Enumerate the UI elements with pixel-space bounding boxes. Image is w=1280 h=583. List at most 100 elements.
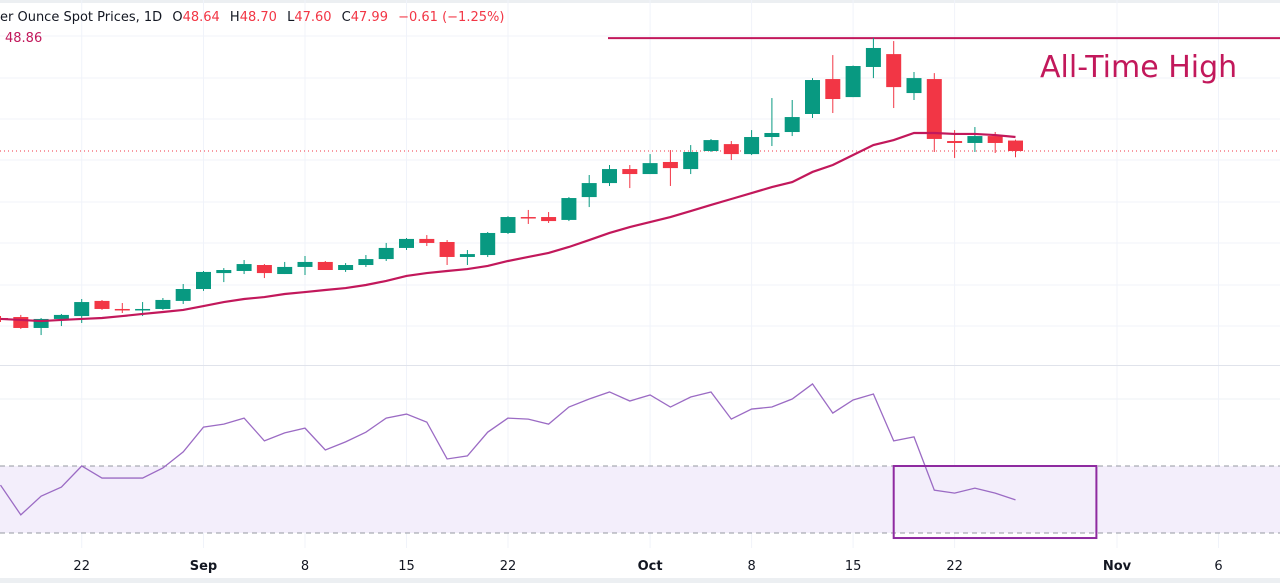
candle-body	[906, 78, 922, 94]
candle	[459, 250, 475, 266]
candle	[683, 145, 699, 175]
candle	[399, 237, 414, 251]
candle	[358, 255, 374, 267]
candle-body	[987, 136, 1003, 143]
x-tick-label: 6	[1214, 559, 1222, 574]
open-key: O	[172, 10, 183, 25]
candle-body	[1008, 140, 1023, 152]
candle	[622, 165, 638, 189]
oversold-highlight-box	[892, 465, 1098, 540]
candle-body	[480, 232, 496, 256]
candle	[926, 73, 942, 152]
candle-body	[256, 265, 272, 274]
candle	[825, 55, 841, 114]
candle	[561, 197, 577, 222]
candle-body	[805, 80, 820, 114]
candle-body	[378, 247, 394, 260]
candle-body	[358, 259, 374, 266]
candle-body	[967, 136, 983, 143]
candle-body	[74, 302, 90, 317]
low-value: 47.60	[294, 10, 332, 25]
candle-body	[94, 300, 110, 309]
candle-body	[581, 183, 597, 198]
candle-body	[744, 137, 760, 155]
candle	[662, 150, 678, 186]
x-tick-label: 22	[500, 559, 517, 574]
candle-body	[317, 261, 333, 271]
candle-body	[114, 308, 130, 311]
candle-body	[338, 265, 354, 271]
candle	[175, 284, 191, 304]
x-tick-label: Oct	[638, 559, 663, 574]
candle	[439, 240, 455, 266]
all-time-high-annotation: All-Time High	[1040, 50, 1238, 85]
high-key: H	[229, 10, 240, 25]
candle-body	[845, 66, 861, 98]
candle	[784, 99, 800, 137]
candle-body	[926, 79, 942, 139]
candle	[886, 41, 902, 109]
close-value: 47.99	[350, 10, 388, 25]
candle	[805, 78, 820, 119]
candle	[520, 209, 536, 224]
candle	[541, 212, 557, 223]
candle-body	[886, 54, 902, 88]
candle	[236, 260, 252, 275]
candle-body	[784, 117, 800, 133]
high-value: 48.70	[239, 10, 277, 25]
candle-body	[419, 238, 435, 243]
candle-body	[13, 317, 29, 328]
candle	[480, 232, 496, 257]
candle	[256, 264, 272, 279]
candle-body	[865, 47, 881, 67]
candle	[723, 141, 739, 161]
open-value: 48.64	[182, 10, 220, 25]
candle-body	[683, 151, 699, 170]
candle	[967, 127, 983, 152]
symbol-legend: er Ounce Spot Prices, 1D O48.64 H48.70 L…	[0, 10, 504, 25]
candle	[764, 98, 780, 147]
candle	[317, 260, 333, 271]
candle-body	[947, 141, 963, 143]
candle-body	[541, 217, 557, 222]
candle	[1008, 139, 1023, 158]
candle-body	[399, 238, 414, 248]
candle	[378, 242, 394, 261]
x-tick-label: 15	[398, 559, 415, 574]
candle-body	[764, 132, 780, 138]
candle	[906, 71, 922, 100]
candle-body	[703, 140, 719, 152]
oscillator-band	[0, 466, 1280, 533]
candle-body	[602, 169, 617, 184]
candle-body	[155, 299, 171, 309]
candle-body	[297, 261, 313, 267]
x-tick-label: 15	[845, 559, 862, 574]
candle	[500, 216, 516, 234]
candle	[216, 268, 232, 283]
symbol-title: er Ounce Spot Prices, 1D	[0, 10, 163, 25]
candle	[338, 263, 354, 272]
candle	[581, 175, 597, 208]
change-value: −0.61 (−1.25%)	[398, 10, 505, 25]
candle-body	[33, 318, 49, 328]
candle	[297, 255, 313, 275]
candle	[196, 270, 211, 291]
candle-body	[561, 198, 577, 220]
candle-body	[622, 169, 638, 175]
candle-body	[216, 270, 232, 274]
candle	[703, 138, 719, 152]
candle-body	[825, 79, 841, 100]
candle	[642, 154, 658, 175]
candle	[277, 261, 293, 275]
x-tick-label: Sep	[190, 559, 218, 574]
close-key: C	[341, 10, 351, 25]
x-tick-label: 8	[747, 559, 755, 574]
x-tick-label: 22	[73, 559, 90, 574]
candle-body	[723, 144, 739, 155]
candle-body	[175, 289, 191, 301]
candle	[155, 298, 171, 310]
candle-body	[662, 161, 678, 169]
candle-body	[642, 163, 658, 175]
candle-body	[135, 308, 151, 311]
